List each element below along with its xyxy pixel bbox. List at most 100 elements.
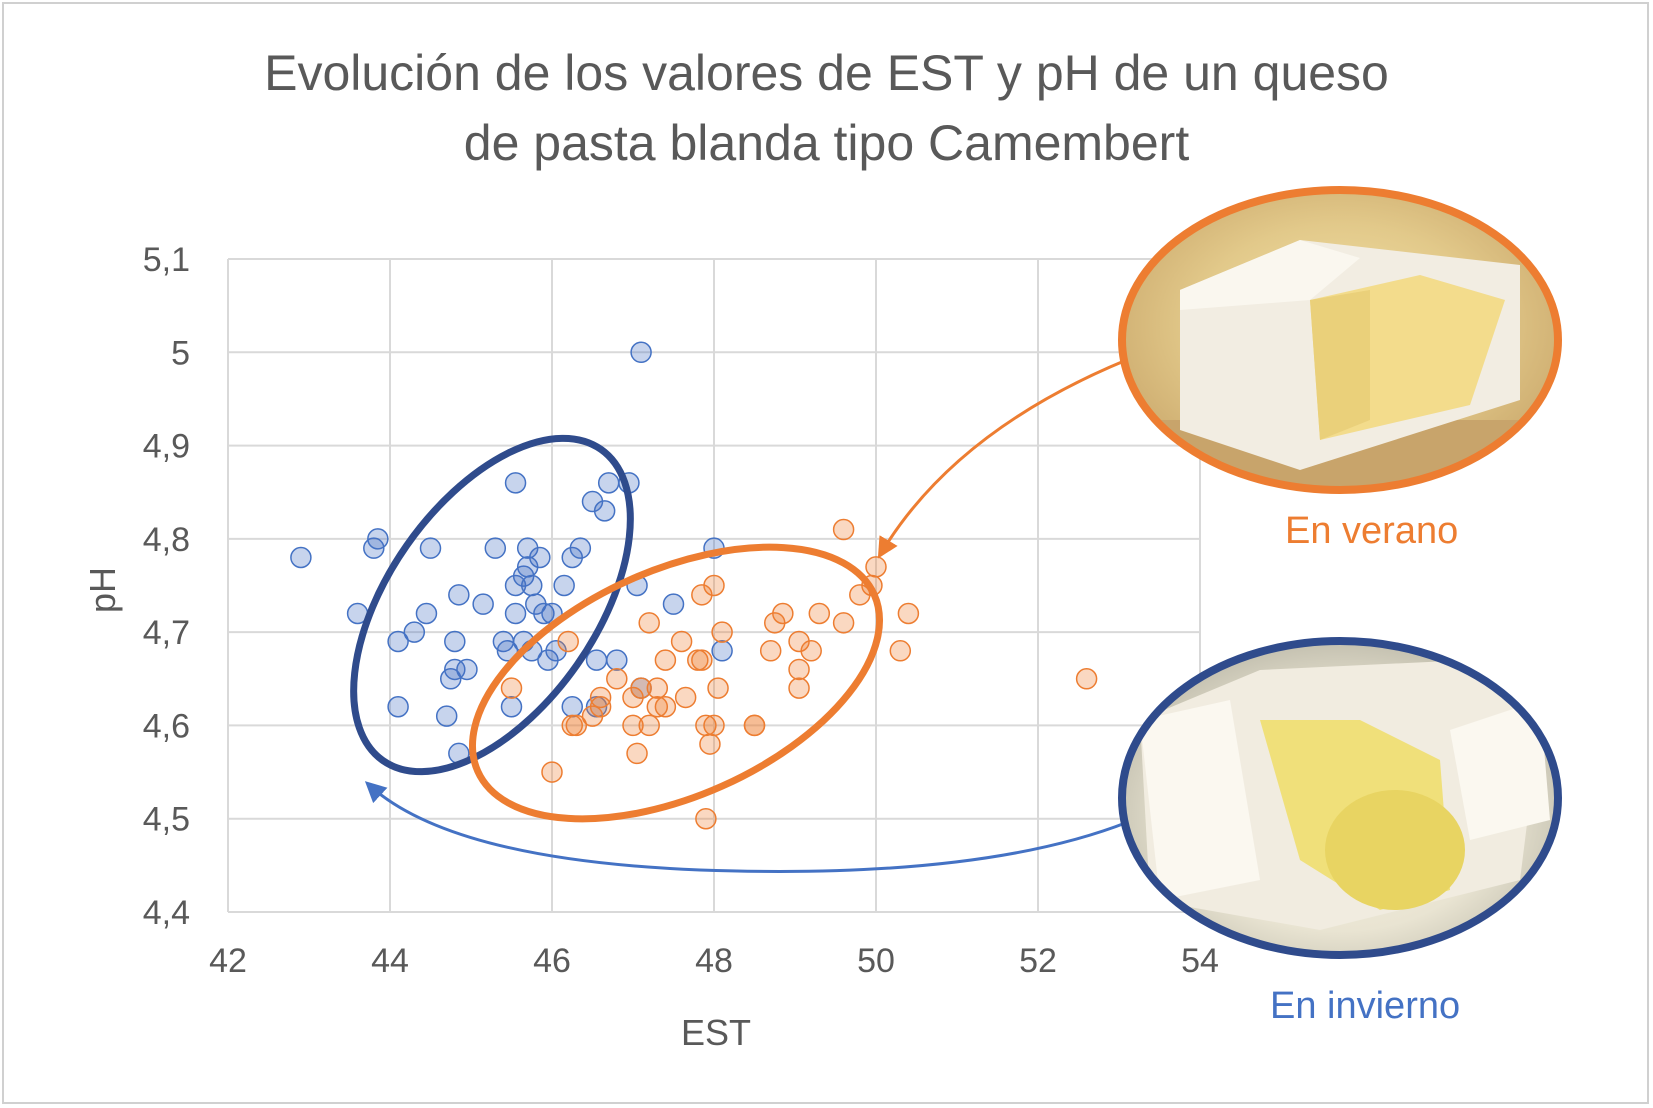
x-axis-label: EST (681, 1012, 751, 1053)
summer-point (622, 714, 644, 737)
winter-point (630, 341, 652, 364)
winter-point (403, 621, 426, 643)
winter-point (606, 649, 628, 671)
x-tick-label: 48 (695, 942, 733, 980)
summer-point (897, 602, 920, 625)
winter-point (387, 630, 409, 653)
winter-point (484, 537, 507, 559)
winter-point (435, 705, 458, 727)
x-tick-label: 52 (1019, 942, 1057, 980)
winter-point (533, 602, 555, 625)
x-tick-label: 46 (533, 942, 571, 980)
summer-point (589, 686, 612, 709)
summer-point (699, 733, 721, 755)
summer-point (565, 714, 588, 737)
summer-point (638, 612, 660, 634)
summer-point (646, 696, 669, 718)
summer-point (808, 602, 831, 625)
summer-cluster-ellipse (469, 543, 883, 823)
x-tick-label: 50 (857, 942, 895, 980)
summer-point (743, 714, 766, 737)
summer-arrow (877, 345, 1161, 559)
winter-point (711, 640, 733, 662)
winter-point (496, 640, 519, 662)
summer-point (646, 677, 669, 699)
summer-point (674, 686, 697, 709)
winter-cheese-photo (1118, 637, 1562, 959)
summer-point (865, 556, 887, 578)
x-tick-label: 42 (209, 942, 247, 980)
summer-point (707, 677, 729, 699)
y-tick-label: 4,4 (143, 894, 190, 932)
winter-point (521, 574, 543, 597)
winter-point (456, 658, 478, 681)
winter-point (662, 593, 685, 615)
winter-label: En invierno (1270, 985, 1461, 1027)
x-axis-ticks: 42 44 46 48 50 52 54 (209, 942, 1219, 980)
winter-point (472, 593, 494, 615)
y-tick-label: 4,5 (143, 801, 190, 839)
summer-point (670, 630, 693, 653)
winter-point (529, 546, 551, 569)
y-tick-label: 5 (171, 334, 190, 372)
y-tick-label: 4,6 (143, 707, 190, 745)
winter-point (585, 649, 608, 671)
summer-point (695, 807, 717, 830)
summer-point (1075, 668, 1098, 690)
summer-point (711, 621, 733, 643)
winter-point (444, 630, 466, 653)
x-tick-label: 44 (371, 942, 409, 980)
summer-point (691, 649, 713, 671)
winter-point (500, 696, 523, 718)
summer-point (832, 518, 855, 541)
winter-point (504, 602, 527, 625)
winter-point (553, 574, 575, 597)
y-axis-ticks: 4,4 4,5 4,6 4,7 4,8 4,9 5 5,1 (143, 241, 190, 932)
summer-point (772, 602, 794, 625)
winter-point (597, 472, 620, 494)
winter-point (569, 537, 592, 559)
summer-point (788, 677, 810, 699)
summer-point (654, 696, 677, 718)
y-tick-label: 4,7 (143, 614, 190, 652)
winter-point (448, 584, 470, 606)
summer-point (654, 649, 677, 671)
chart-title-line-2: de pasta blanda tipo Camembert (463, 115, 1190, 171)
y-axis-label: pH (82, 567, 123, 613)
summer-point (832, 612, 855, 634)
summer-label: En verano (1285, 510, 1459, 552)
summer-point (889, 640, 912, 662)
chart-title: Evolución de los valores de EST y pH de … (0, 38, 1653, 178)
summer-point (788, 658, 810, 681)
summer-point (703, 574, 725, 597)
winter-point (387, 696, 409, 718)
winter-point (444, 658, 466, 681)
winter-arrow (364, 781, 1129, 873)
winter-cluster-ellipse (350, 434, 634, 776)
summer-point (500, 677, 523, 699)
chart-grid (227, 258, 1201, 913)
winter-point (415, 602, 438, 625)
chart-title-line-1: Evolución de los valores de EST y pH de … (264, 45, 1389, 101)
summer-point (630, 677, 652, 699)
summer-point (759, 640, 782, 662)
summer-point (800, 640, 822, 662)
summer-point (606, 668, 628, 690)
y-tick-label: 4,9 (143, 428, 190, 466)
summer-point (557, 630, 579, 653)
scatter-points (290, 341, 1098, 830)
summer-point (626, 742, 648, 765)
summer-point (541, 761, 563, 783)
winter-point (504, 472, 527, 494)
winter-point (561, 696, 583, 718)
summer-cheese-photo (1118, 186, 1562, 494)
winter-point (419, 537, 442, 559)
summer-point (703, 714, 725, 737)
y-tick-label: 5,1 (143, 241, 190, 279)
winter-point (367, 528, 389, 550)
winter-point (593, 500, 616, 522)
x-tick-label: 54 (1181, 942, 1219, 980)
y-tick-label: 4,8 (143, 521, 190, 559)
summer-point (638, 714, 660, 737)
